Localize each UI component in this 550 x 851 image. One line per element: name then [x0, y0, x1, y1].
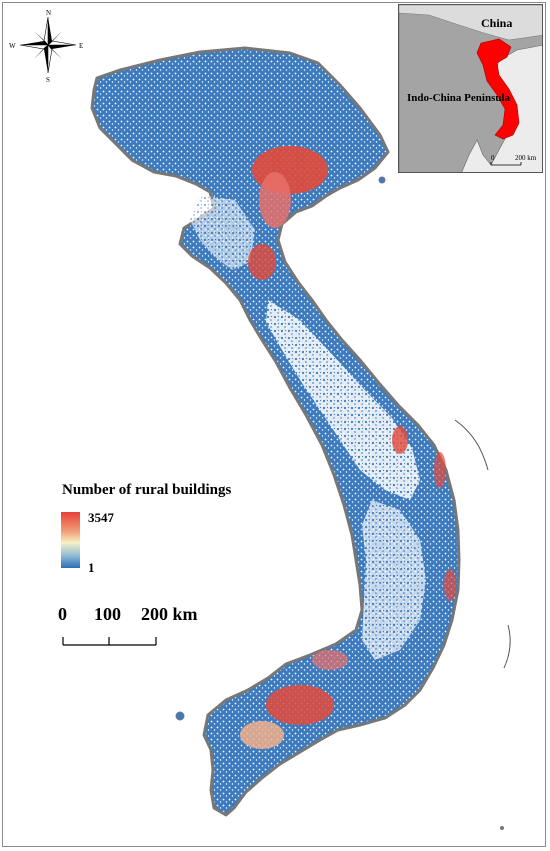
island [500, 826, 504, 830]
hotspot-thanh-hoa [248, 244, 276, 280]
legend-title: Number of rural buildings [62, 482, 232, 498]
scale-label-0: 0 [58, 604, 67, 624]
island-arc-south [503, 624, 511, 669]
hotspot-coastal-south-central [434, 452, 446, 488]
inset-map-graphic [399, 5, 542, 172]
compass-rose-icon: N S E W [9, 9, 83, 84]
inset-vietnam-highlight [476, 38, 520, 140]
hotspot-south-coast [444, 569, 456, 601]
hotspot-red-river-delta-edge [259, 172, 291, 228]
inset-label-peninsula: Indo-China Peninsula [407, 92, 511, 104]
scale-bar [62, 637, 157, 646]
compass-west: W [9, 42, 16, 50]
hotspot-mekong-west [240, 721, 284, 749]
hotspot-southeast [312, 650, 348, 670]
compass-south: S [46, 76, 50, 84]
scale-label-200: 200 km [141, 604, 198, 624]
inset-map: China Indo-China Peninsula 0 200 km [398, 4, 543, 173]
island [378, 176, 386, 184]
inset-scale-end: 200 km [515, 154, 537, 162]
legend-min-label: 1 [88, 560, 95, 575]
inset-label-china: China [481, 16, 513, 30]
sparse-region-central [266, 300, 420, 500]
compass-north: N [46, 9, 51, 17]
hotspot-mekong [266, 685, 334, 725]
scale-label-100: 100 [94, 604, 121, 624]
island [175, 711, 185, 721]
sparse-region-north [190, 195, 255, 270]
inset-scale-start: 0 [491, 154, 495, 162]
legend-max-label: 3547 [88, 510, 114, 525]
sparse-region-highlands [362, 500, 426, 660]
hotspot-coastal-central [392, 426, 408, 454]
legend-color-ramp [61, 512, 80, 568]
island-arc-east [454, 419, 489, 471]
compass-east: E [79, 42, 83, 50]
